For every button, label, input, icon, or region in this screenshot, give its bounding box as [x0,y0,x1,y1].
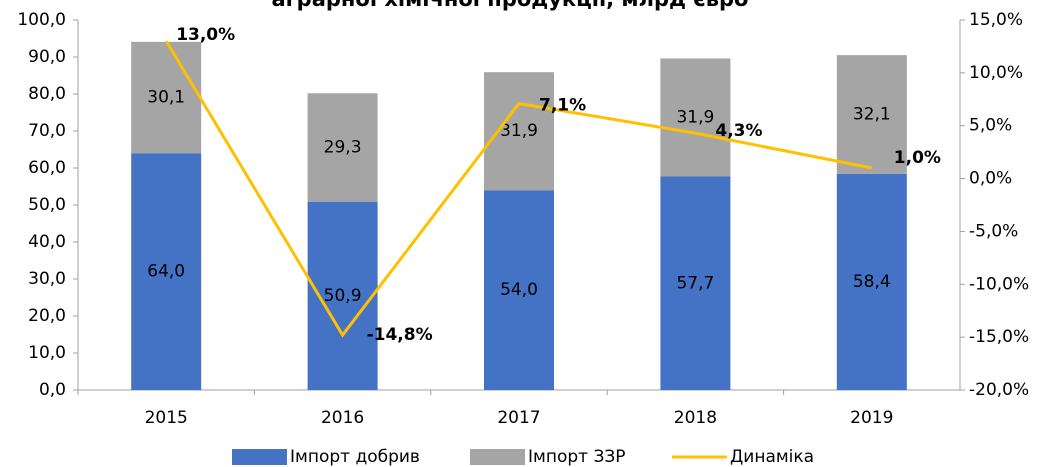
y2-tick-label: 10,0% [969,63,1023,83]
bar-value-label: 54,0 [500,280,538,300]
legend-label: Імпорт ЗЗР [528,447,626,467]
line-value-label: 13,0% [176,25,235,45]
legend-label: Імпорт добрив [290,447,420,467]
y2-tick-label: -10,0% [969,274,1029,294]
bar [307,93,378,202]
y-tick-label: 100,0 [17,10,66,30]
bar-value-label: 30,1 [147,88,185,108]
bar [660,176,731,390]
chart-title: аграрної хімічної продукції, млрд євро [272,0,749,11]
bar [131,41,202,154]
y-tick-label: 60,0 [28,158,66,178]
line [164,40,873,338]
line-value-label: 4,3% [715,121,762,141]
bar [836,55,907,174]
x-tick-label: 2017 [497,408,540,428]
bar [484,72,554,191]
legend-label: Динаміка [730,447,814,467]
legend-swatch [232,449,287,465]
line-value-label: 1,0% [894,148,941,168]
y-tick-label: 50,0 [28,195,66,215]
y-tick-label: 90,0 [28,47,66,67]
y-tick-label: 40,0 [28,232,66,252]
bar-value-label: 29,3 [324,137,362,157]
x-tick-label: 2016 [321,408,364,428]
bar-value-label: 31,9 [500,121,538,141]
line-value-label: 7,1% [539,96,586,116]
bar-value-label: 31,9 [676,107,714,127]
line-value-label: -14,8% [367,325,433,345]
y2-tick-label: 5,0% [969,116,1012,136]
y2-tick-label: -20,0% [969,380,1029,400]
y-tick-label: 0,0 [39,380,66,400]
bar-value-label: 64,0 [147,262,185,282]
y-tick-label: 80,0 [28,84,66,104]
bar [836,173,907,390]
bar-value-label: 50,9 [324,286,362,306]
bar [131,153,202,390]
x-tick-label: 2019 [850,408,893,428]
bar-value-label: 57,7 [676,273,714,293]
y2-tick-label: 0,0% [969,169,1012,189]
y2-tick-label: -15,0% [969,327,1029,347]
bar [484,190,554,390]
y-tick-label: 20,0 [28,306,66,326]
y2-tick-label: 15,0% [969,10,1023,30]
bar-value-label: 58,4 [853,272,891,292]
bar [660,58,731,177]
x-tick-label: 2018 [674,408,717,428]
y-tick-label: 70,0 [28,121,66,141]
y-tick-label: 30,0 [28,269,66,289]
y-tick-label: 10,0 [28,343,66,363]
bar-value-label: 32,1 [853,105,891,125]
x-tick-label: 2015 [145,408,188,428]
legend-swatch [470,449,525,465]
y2-tick-label: -5,0% [969,221,1018,241]
